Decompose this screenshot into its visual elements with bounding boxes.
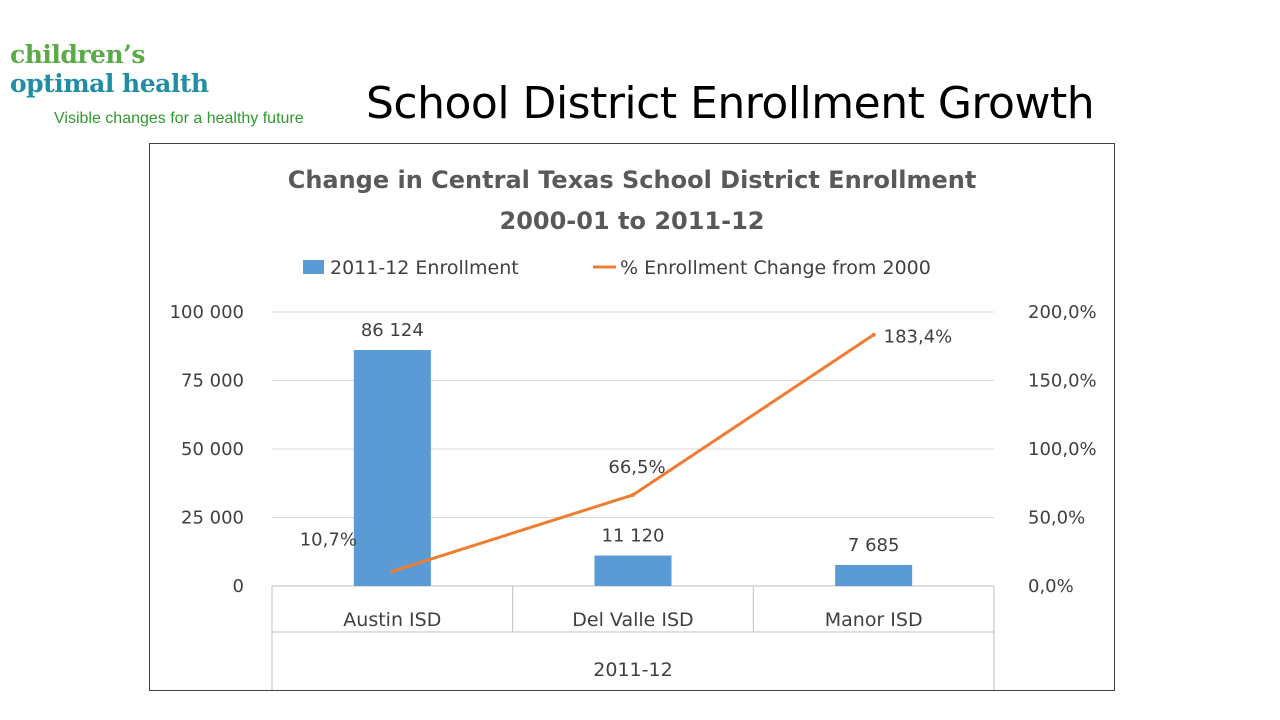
bar bbox=[594, 555, 672, 586]
y2-tick-label: 100,0% bbox=[1028, 439, 1097, 460]
bar bbox=[835, 564, 913, 586]
y2-tick-label: 150,0% bbox=[1028, 371, 1097, 392]
y-tick-label: 0 bbox=[233, 576, 244, 597]
y2-tick-label: 50,0% bbox=[1028, 508, 1085, 529]
logo-tagline: Visible changes for a healthy future bbox=[54, 110, 304, 127]
x-tick-label: Manor ISD bbox=[825, 609, 923, 631]
logo-line-1: children’s bbox=[10, 40, 145, 69]
y2-axis: 0,0% 50,0% 100,0% 150,0% 200,0% bbox=[1028, 302, 1097, 597]
line-point bbox=[390, 569, 395, 574]
x-axis: Austin ISD Del Valle ISD Manor ISD 2011-12 bbox=[271, 586, 995, 690]
y-tick-label: 100 000 bbox=[170, 302, 244, 323]
y2-tick-label: 200,0% bbox=[1028, 302, 1097, 323]
y-tick-label: 50 000 bbox=[181, 439, 244, 460]
chart-subtitle: 2000-01 to 2011-12 bbox=[500, 207, 765, 235]
chart-title: Change in Central Texas School District … bbox=[288, 166, 977, 194]
line-data-label: 10,7% bbox=[300, 529, 357, 550]
x-tick-label: Del Valle ISD bbox=[572, 609, 693, 631]
x-group-label: 2011-12 bbox=[593, 659, 672, 681]
y2-tick-label: 0,0% bbox=[1028, 576, 1074, 597]
y-tick-label: 75 000 bbox=[181, 371, 244, 392]
chart-legend: 2011-12 Enrollment % Enrollment Change fr… bbox=[303, 257, 931, 279]
bar-data-label: 11 120 bbox=[602, 526, 665, 547]
line-point bbox=[631, 492, 635, 497]
line-series: 10,7% 66,5% 183,4% bbox=[300, 327, 953, 574]
legend-label-bar: 2011-12 Enrollment bbox=[330, 257, 519, 279]
chart-frame: Change in Central Texas School District … bbox=[149, 143, 1115, 691]
legend-label-line: % Enrollment Change from 2000 bbox=[620, 257, 931, 279]
line-point bbox=[871, 332, 876, 337]
bar-data-label: 86 124 bbox=[361, 320, 424, 341]
y-axis: 0 25 000 50 000 75 000 100 000 bbox=[170, 302, 244, 597]
bar bbox=[353, 350, 431, 586]
x-tick-label: Austin ISD bbox=[343, 609, 441, 631]
line-data-label: 183,4% bbox=[884, 327, 953, 348]
logo-line-2: optimal health bbox=[10, 69, 209, 98]
page-title: School District Enrollment Growth bbox=[366, 78, 1095, 129]
y-tick-label: 25 000 bbox=[181, 508, 244, 529]
bar-data-label: 7 685 bbox=[848, 535, 900, 556]
bar-series: 86 124 11 120 7 685 bbox=[353, 320, 913, 586]
combo-chart: Change in Central Texas School District … bbox=[170, 166, 1097, 690]
line-data-label: 66,5% bbox=[608, 457, 665, 478]
logo: children’s optimal health Visible change… bbox=[10, 40, 340, 135]
legend-swatch-bar bbox=[303, 260, 324, 274]
